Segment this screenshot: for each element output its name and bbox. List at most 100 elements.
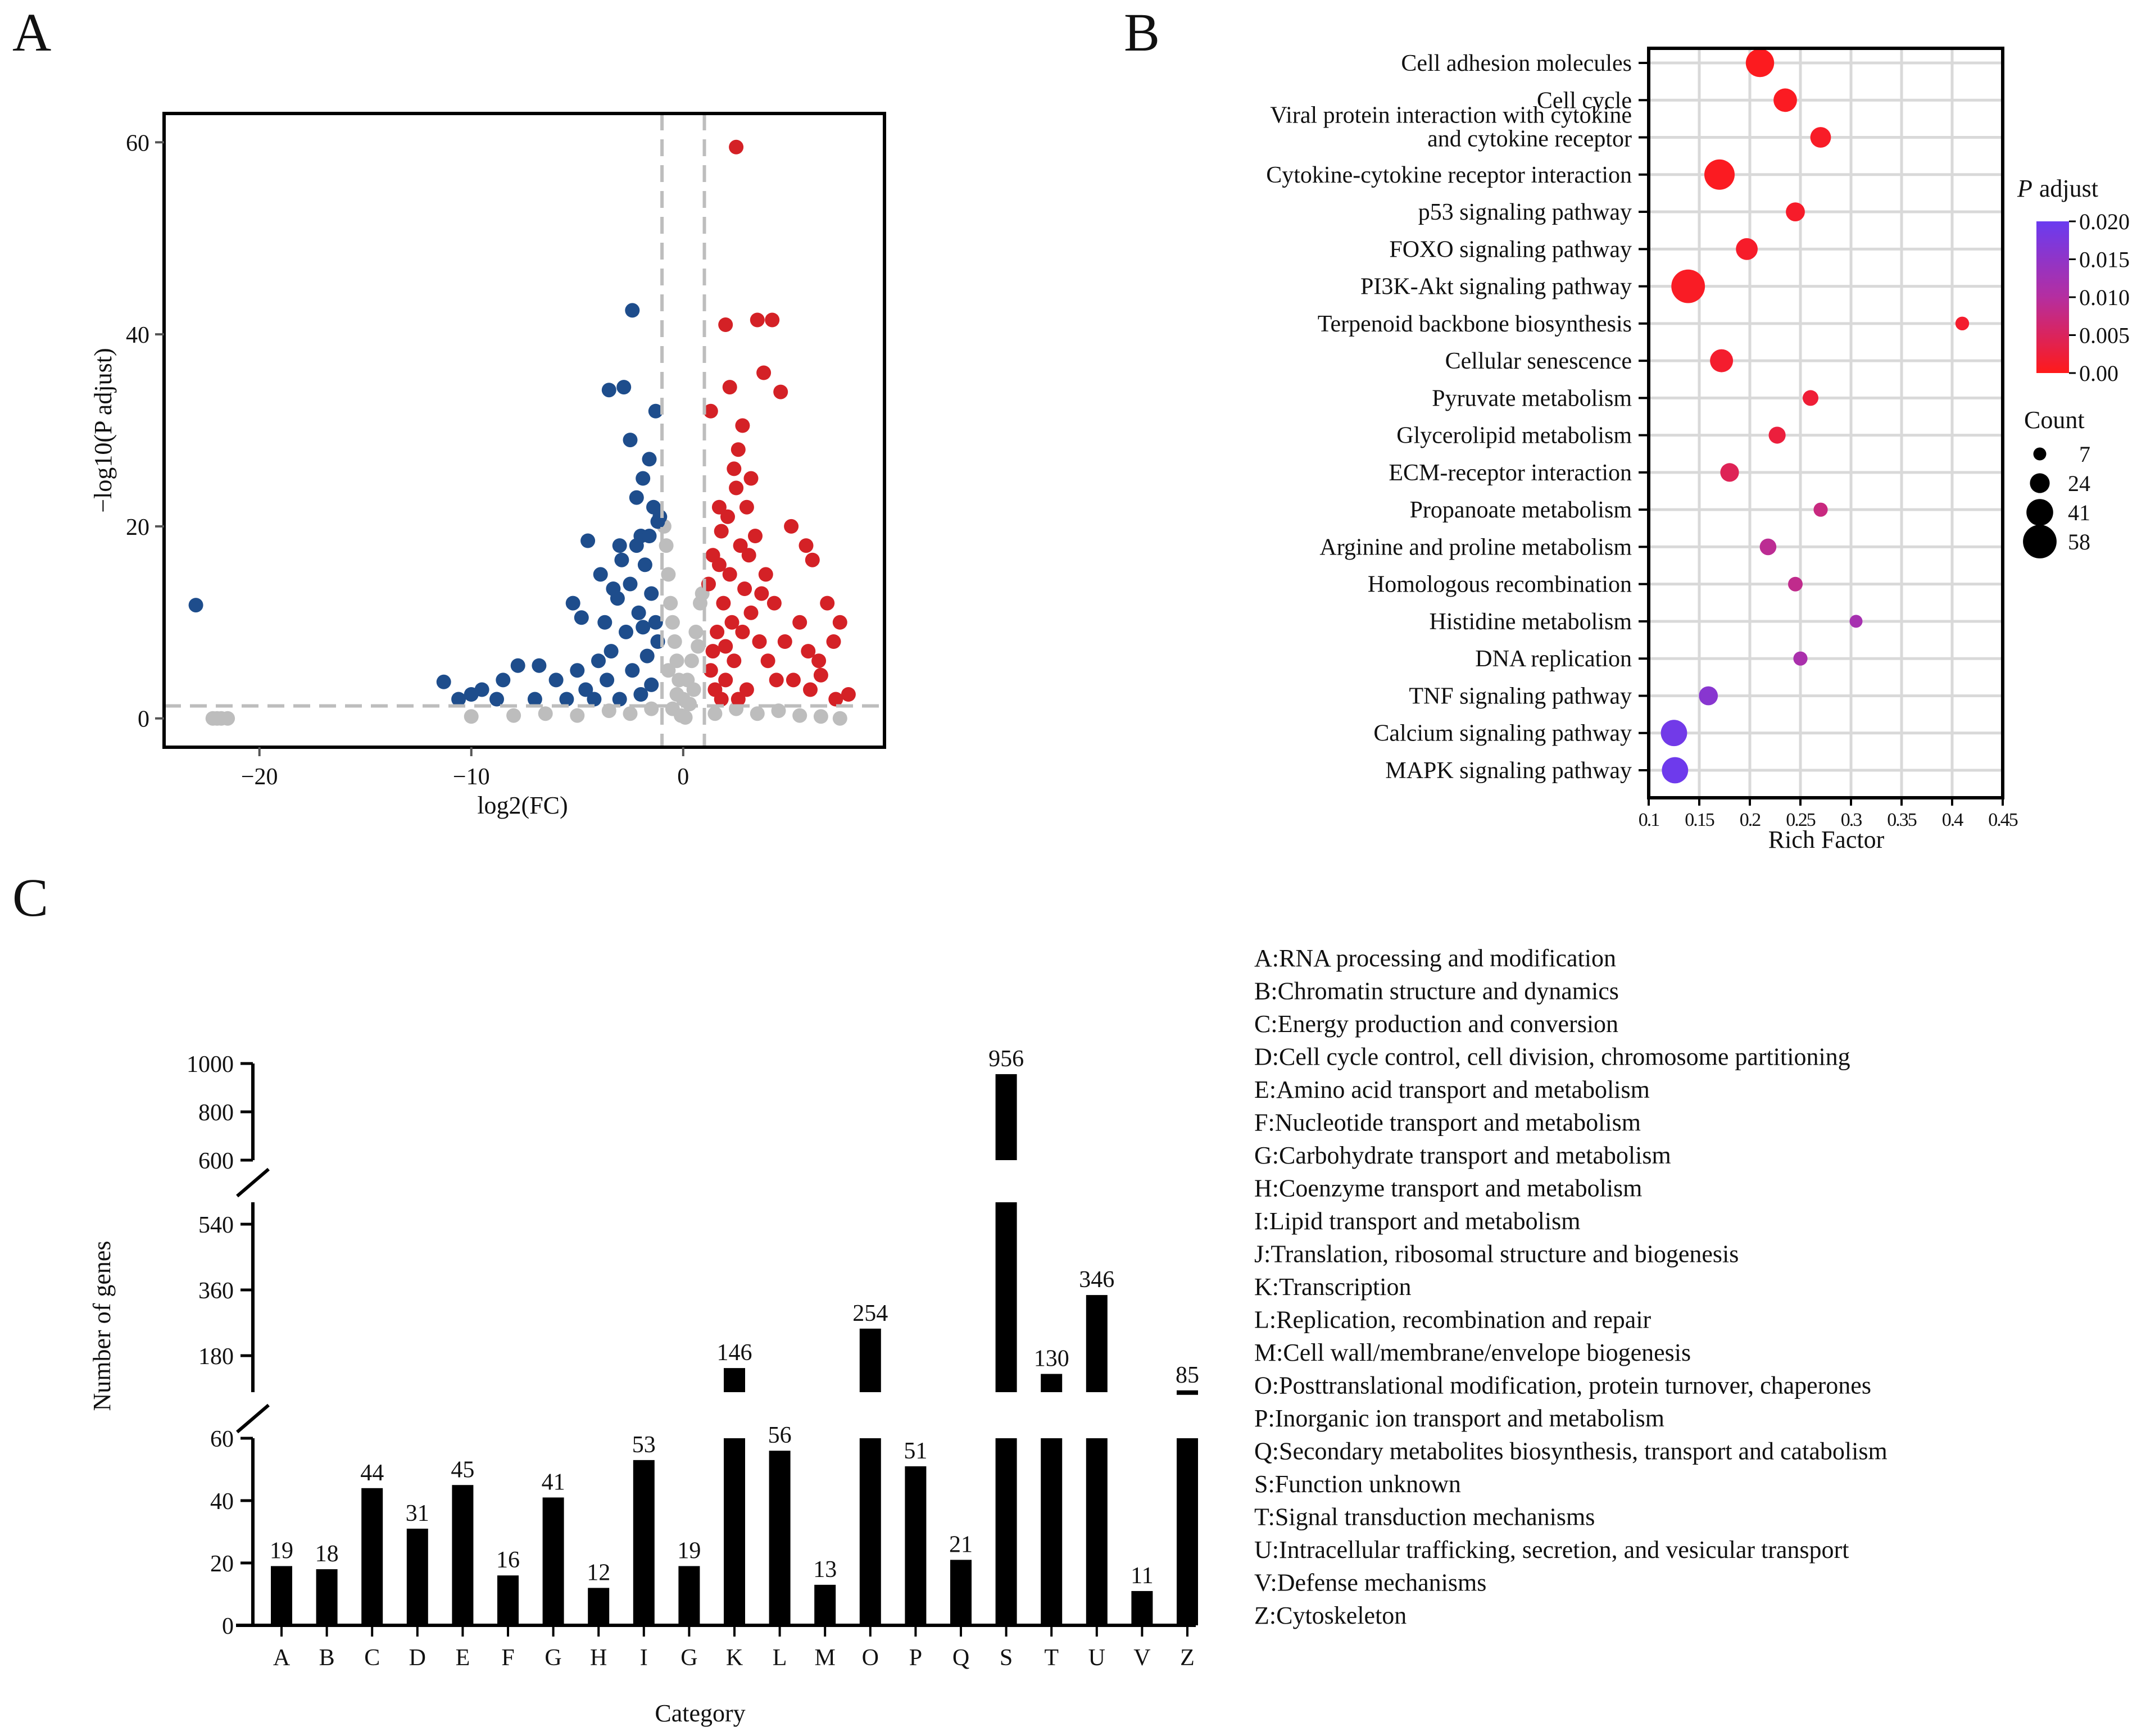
- volcano-point-up: [832, 615, 847, 630]
- volcano-point-up: [714, 692, 729, 707]
- bar-y-tick-label: 0: [222, 1614, 234, 1639]
- category-bar: [995, 1438, 1017, 1625]
- bar-x-tick-label: A: [273, 1645, 291, 1671]
- volcano-point-up: [735, 624, 750, 639]
- bar-x-tick-label: Z: [1180, 1645, 1195, 1671]
- volcano-plot: −20 −10 0 0 20 40 60 log2(FC) −log10(P adjust…: [89, 112, 886, 819]
- bar-value-label: 21: [949, 1532, 973, 1557]
- volcano-point-up: [731, 692, 746, 707]
- colorbar-tick-label: 0.00: [2079, 361, 2118, 386]
- volcano-point-up: [733, 538, 748, 553]
- bar-y-axis-label: Number of genes: [88, 1240, 116, 1411]
- volcano-point-down: [574, 610, 589, 625]
- pathway-bubble: [1849, 615, 1863, 628]
- size-legend-label: 7: [2079, 442, 2090, 467]
- volcano-point-down: [636, 471, 651, 486]
- pathway-label: Histidine metabolism: [1430, 609, 1632, 635]
- size-legend-dot: [2033, 447, 2047, 461]
- colorbar-tick-label: 0.005: [2079, 323, 2130, 348]
- pathway-bubble: [1660, 720, 1687, 747]
- category-legend-entry: L:Replication, recombination and repair: [1254, 1306, 1652, 1334]
- category-bar: [542, 1497, 564, 1625]
- volcano-point-up: [718, 672, 733, 688]
- panel-letter-a: A: [12, 2, 51, 62]
- pathway-bubble: [1736, 238, 1758, 260]
- bar-x-axis-label: Category: [655, 1699, 745, 1727]
- volcano-point-down: [489, 692, 504, 707]
- category-bar-upper: [1177, 1390, 1198, 1395]
- bar-y-tick-label: 180: [198, 1344, 234, 1370]
- panel-letter-c: C: [12, 867, 48, 928]
- volcano-point-down: [188, 598, 203, 613]
- bubble-x-tick-label: 0.25: [1786, 810, 1816, 830]
- category-bar: [724, 1438, 745, 1625]
- bar-x-tick-label: D: [409, 1645, 426, 1671]
- volcano-point-up: [820, 596, 835, 611]
- category-legend-entry: F:Nucleotide transport and metabolism: [1254, 1109, 1641, 1137]
- bar-x-tick-label: P: [909, 1645, 922, 1671]
- bar-value-label: 254: [852, 1301, 888, 1326]
- bar-value-label: 146: [717, 1340, 752, 1366]
- category-legend-entry: E:Amino acid transport and metabolism: [1254, 1076, 1650, 1103]
- volcano-point-ns: [669, 687, 684, 702]
- volcano-point-up: [813, 667, 828, 683]
- category-legend: A:RNA processing and modification B:Chrom…: [1254, 944, 1888, 1629]
- pathway-label: Terpenoid backbone biosynthesis: [1318, 311, 1632, 337]
- volcano-point-down: [648, 615, 663, 630]
- bar-y-axis: 0 20 40 60 180 360 540 600 800 1000: [187, 1052, 270, 1639]
- category-bar-upper: [1086, 1295, 1108, 1392]
- volcano-point-up: [731, 442, 746, 457]
- volcano-point-ns: [464, 709, 479, 724]
- bar-value-label: 56: [768, 1423, 792, 1448]
- volcano-point-up: [716, 596, 731, 611]
- category-bar: [497, 1575, 519, 1625]
- volcano-point-up: [722, 380, 737, 395]
- bar-y-tick-label: 800: [198, 1100, 234, 1126]
- pathway-bubble: [1720, 463, 1739, 482]
- volcano-point-down: [631, 605, 646, 620]
- size-legend-label: 41: [2068, 500, 2090, 525]
- bubble-points: [1660, 48, 1970, 784]
- bar-value-label: 12: [587, 1560, 610, 1585]
- volcano-point-down: [559, 692, 574, 707]
- volcano-y-tick-label: 20: [126, 515, 149, 540]
- volcano-point-up: [718, 639, 733, 654]
- bar-x-tick-label: F: [501, 1645, 514, 1671]
- volcano-point-down: [570, 663, 585, 678]
- bar-value-label: 85: [1176, 1362, 1199, 1388]
- colorbar-tick-label: 0.015: [2079, 247, 2130, 272]
- volcano-point-down: [548, 672, 564, 688]
- volcano-point-up: [711, 499, 727, 515]
- volcano-x-tick-label: −20: [241, 764, 278, 790]
- size-legend-dot: [2023, 525, 2057, 558]
- pathway-label: Propanoate metabolism: [1410, 497, 1632, 523]
- volcano-point-up: [729, 139, 744, 154]
- volcano-point-ns: [669, 653, 684, 669]
- volcano-plot-frame: [162, 112, 886, 749]
- bar-value-label: 11: [1131, 1563, 1153, 1589]
- volcano-x-ticks: −20 −10 0: [241, 747, 689, 790]
- volcano-point-down: [623, 576, 638, 592]
- pathway-label: Cytokine-cytokine receptor interaction: [1266, 162, 1632, 188]
- volcano-point-ns: [682, 697, 697, 712]
- volcano-point-up: [773, 384, 788, 399]
- bar-y-tick-label: 600: [198, 1148, 234, 1174]
- pathway-bubble: [1671, 269, 1705, 303]
- volcano-point-down: [636, 620, 651, 635]
- volcano-point-down: [580, 533, 596, 548]
- bubble-x-tick-label: 0.35: [1887, 810, 1917, 830]
- pathway-label: ECM-receptor interaction: [1389, 460, 1632, 486]
- bar-x-tick-label: U: [1088, 1645, 1105, 1671]
- bubble-x-axis-label: Rich Factor: [1768, 826, 1885, 853]
- colorbar-tick-label: 0.010: [2079, 285, 2130, 310]
- volcano-y-axis-label: −log10(P adjust): [89, 348, 117, 512]
- pathway-label: DNA replication: [1475, 646, 1632, 672]
- volcano-point-down: [597, 615, 613, 630]
- volcano-point-ns: [538, 706, 553, 721]
- volcano-x-tick-label: −10: [453, 764, 490, 790]
- pathway-label: Cell cycle: [1537, 88, 1632, 113]
- bar-x-tick-label: O: [862, 1645, 879, 1671]
- pathway-label: Glycerolipid metabolism: [1396, 423, 1632, 449]
- bar-value-label: 13: [813, 1557, 837, 1583]
- pathway-label: Cellular senescence: [1445, 348, 1632, 374]
